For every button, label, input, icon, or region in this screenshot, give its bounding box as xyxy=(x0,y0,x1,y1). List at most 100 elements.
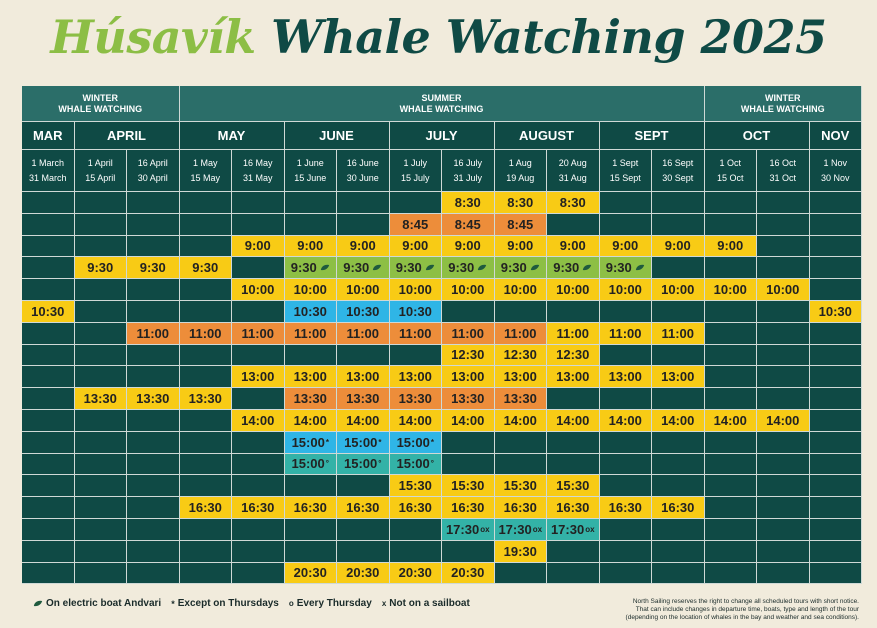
empty-slot xyxy=(22,322,75,345)
time-slot: 20:30 xyxy=(284,562,337,585)
departure-time: 11:00 xyxy=(398,325,432,341)
time-slot: 11:00 xyxy=(179,322,232,345)
departure-time: 15:00 xyxy=(291,456,325,472)
departure-time: 13:30 xyxy=(346,391,380,407)
departure-time: 9:00 xyxy=(349,238,376,254)
legend-o-text: Every Thursday xyxy=(296,598,372,609)
note-symbol: * xyxy=(378,437,382,447)
departure-time: 16:30 xyxy=(398,500,432,516)
empty-slot xyxy=(809,540,862,563)
time-slot: 19:30 xyxy=(494,540,547,563)
range-end: 15 June xyxy=(294,172,327,183)
departure-time: 16:30 xyxy=(503,500,537,516)
departure-time: 13:00 xyxy=(293,369,327,385)
time-slot: 13:00 xyxy=(337,366,390,389)
departure-time: 13:30 xyxy=(136,391,170,407)
month-header: SEPT xyxy=(599,122,705,150)
empty-slot xyxy=(809,519,862,541)
empty-slot xyxy=(494,431,547,454)
time-slot: 8:45 xyxy=(442,213,495,236)
empty-slot xyxy=(809,322,862,345)
empty-slot xyxy=(337,213,390,236)
empty-slot xyxy=(232,540,285,563)
time-slot: 9:00 xyxy=(704,235,757,258)
time-slot: 15:00 ° xyxy=(337,453,390,476)
departure-time: 15:30 xyxy=(451,478,485,494)
range-start: 16 June xyxy=(346,157,379,168)
departure-time: 14:00 xyxy=(346,412,380,428)
empty-slot xyxy=(442,301,495,323)
departure-time: 14:00 xyxy=(713,412,747,428)
time-slot: 9:00 xyxy=(599,235,652,258)
time-slot: 8:30 xyxy=(494,192,547,214)
empty-slot xyxy=(809,213,862,236)
time-slot: 9:30 xyxy=(179,257,232,280)
time-slot: 16:30 xyxy=(284,497,337,519)
empty-slot xyxy=(74,235,127,258)
empty-slot xyxy=(127,366,180,389)
legend-o-symbol: o xyxy=(288,599,294,608)
time-slot: 9:30 xyxy=(74,257,127,280)
empty-slot xyxy=(232,257,285,280)
month-header: JUNE xyxy=(284,122,390,150)
time-slot: 9:30 xyxy=(442,257,495,280)
empty-slot xyxy=(809,453,862,476)
time-slot: 8:45 xyxy=(389,213,442,236)
time-slot: 11:00 xyxy=(599,322,652,345)
empty-slot xyxy=(127,519,180,541)
departure-time: 9:30 xyxy=(139,260,166,276)
empty-slot xyxy=(337,540,390,563)
time-slot: 13:30 xyxy=(179,388,232,410)
time-slot: 9:00 xyxy=(232,235,285,258)
empty-slot xyxy=(74,562,127,585)
title-location: Húsavík xyxy=(50,10,256,64)
empty-slot xyxy=(547,301,600,323)
time-slot: 14:00 xyxy=(547,410,600,432)
time-slot: 15:30 xyxy=(494,475,547,498)
legend-electric: On electric boat Andvari xyxy=(30,598,161,609)
time-slot: 9:00 xyxy=(652,235,705,258)
empty-slot xyxy=(757,431,810,454)
departure-time: 15:00 xyxy=(291,434,325,450)
time-slot: 11:00 xyxy=(284,322,337,345)
empty-slot xyxy=(547,431,600,454)
departure-time: 9:00 xyxy=(664,238,691,254)
legend-electric-text: On electric boat Andvari xyxy=(46,598,162,609)
empty-slot xyxy=(757,322,810,345)
departure-time: 14:00 xyxy=(241,412,275,428)
time-slot: 10:00 xyxy=(337,279,390,301)
time-slot: 8:30 xyxy=(547,192,600,214)
empty-slot xyxy=(179,235,232,258)
month-header: APRIL xyxy=(74,122,180,150)
range-start: 1 Aug xyxy=(508,157,532,168)
departure-time: 10:00 xyxy=(556,282,590,298)
empty-slot xyxy=(179,519,232,541)
month-label: NOV xyxy=(821,128,850,143)
departure-time: 8:45 xyxy=(402,216,429,232)
time-slot: 11:00 xyxy=(337,322,390,345)
time-slot: 9:30 xyxy=(389,257,442,280)
departure-time: 10:30 xyxy=(31,303,65,319)
departure-time: 10:00 xyxy=(398,282,432,298)
disclaimer-line: North Sailing reserves the right to chan… xyxy=(632,598,859,605)
empty-slot xyxy=(757,388,810,410)
empty-slot xyxy=(389,540,442,563)
empty-slot xyxy=(127,431,180,454)
time-slot: 11:00 xyxy=(127,322,180,345)
empty-slot xyxy=(284,344,337,367)
departure-time: 10:30 xyxy=(293,303,327,319)
empty-slot xyxy=(22,475,75,498)
empty-slot xyxy=(757,344,810,367)
time-slot: 10:00 xyxy=(284,279,337,301)
empty-slot xyxy=(809,562,862,585)
empty-slot xyxy=(74,540,127,563)
empty-slot xyxy=(704,301,757,323)
empty-slot xyxy=(704,431,757,454)
range-end: 15 April xyxy=(85,172,116,183)
time-slot: 11:00 xyxy=(547,322,600,345)
season-label: WHALE WATCHING xyxy=(399,103,484,114)
empty-slot xyxy=(22,192,75,214)
note-symbol: * xyxy=(325,437,329,447)
empty-slot xyxy=(179,410,232,432)
departure-time: 13:30 xyxy=(188,391,222,407)
